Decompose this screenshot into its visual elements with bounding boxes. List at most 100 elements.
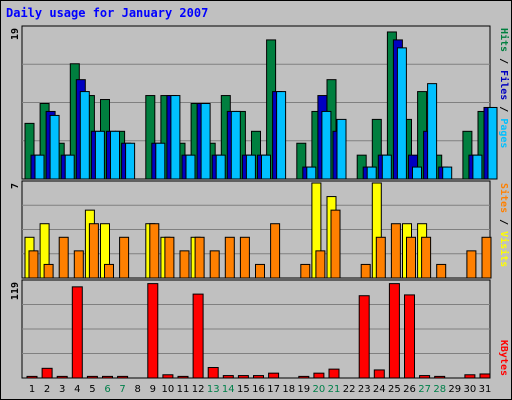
bar-kbytes-day-25 — [388, 283, 400, 379]
x-tick-label-day-25: 25 — [388, 384, 401, 395]
bar-pages-day-2 — [49, 114, 60, 180]
bar-kbytes-day-19 — [298, 375, 310, 379]
bar-pages-day-4 — [79, 91, 90, 180]
x-tick-label-day-13: 13 — [207, 384, 220, 395]
legend-label-sites: Sites — [498, 183, 510, 213]
bar-pages-day-26 — [412, 166, 422, 180]
bar-sites-day-19 — [300, 263, 311, 279]
bar-sites-day-15 — [239, 236, 250, 279]
x-tick-label-day-1: 1 — [29, 384, 35, 395]
bar-hits-day-9 — [145, 95, 156, 180]
bar-kbytes-day-4 — [71, 286, 83, 379]
bar-sites-day-31 — [481, 236, 492, 279]
legend-label-visits: Visits — [498, 231, 510, 267]
bar-pages-day-14 — [230, 110, 241, 180]
x-tick-label-day-14: 14 — [222, 384, 235, 395]
x-tick-label-day-18: 18 — [282, 384, 295, 395]
bar-pages-day-1 — [34, 154, 45, 180]
x-tick-label-day-19: 19 — [297, 384, 310, 395]
bar-kbytes-day-17 — [268, 372, 280, 379]
bar-sites-day-17 — [270, 223, 281, 279]
bar-hits-day-1 — [24, 122, 35, 180]
bar-pages-day-5 — [94, 130, 105, 180]
bar-pages-day-27 — [427, 83, 438, 180]
bar-kbytes-day-24 — [373, 369, 385, 379]
bar-pages-day-24 — [381, 154, 392, 180]
bar-kbytes-day-6 — [102, 375, 113, 379]
bar-pages-day-10 — [170, 95, 181, 180]
x-tick-label-day-27: 27 — [418, 384, 431, 395]
bar-kbytes-day-11 — [177, 375, 189, 379]
x-tick-label-day-12: 12 — [192, 384, 205, 395]
y-axis-max-label: 19 — [10, 28, 21, 40]
bar-sites-day-16 — [255, 263, 265, 279]
bar-kbytes-day-12 — [192, 293, 204, 379]
bar-kbytes-day-23 — [358, 295, 370, 379]
bar-sites-day-12 — [194, 236, 205, 279]
legend-2: Sites / Visits — [498, 183, 510, 267]
bar-kbytes-day-28 — [434, 375, 446, 379]
x-tick-label-day-29: 29 — [448, 384, 461, 395]
bar-sites-day-3 — [58, 236, 69, 279]
bar-sites-day-27 — [421, 236, 432, 279]
bar-pages-day-31 — [487, 106, 498, 180]
x-tick-label-day-10: 10 — [162, 384, 175, 395]
bar-pages-day-6 — [110, 130, 120, 180]
x-tick-label-day-11: 11 — [177, 384, 190, 395]
bar-sites-day-11 — [179, 250, 190, 279]
bar-pages-day-21 — [336, 118, 347, 180]
x-tick-label-day-30: 30 — [464, 384, 477, 395]
bar-kbytes-day-1 — [26, 375, 38, 379]
bar-sites-day-23 — [360, 263, 371, 279]
bar-sites-day-1 — [28, 250, 39, 279]
bar-kbytes-day-9 — [147, 283, 159, 379]
bar-kbytes-day-5 — [86, 375, 98, 379]
bar-sites-day-25 — [390, 223, 401, 279]
bar-pages-day-12 — [200, 103, 211, 180]
legend-3: KBytes — [498, 340, 509, 376]
x-tick-label-day-2: 2 — [44, 384, 50, 395]
x-tick-label-day-28: 28 — [433, 384, 446, 395]
x-tick-label-day-9: 9 — [150, 384, 156, 395]
bar-sites-day-14 — [224, 236, 235, 279]
x-tick-label-day-24: 24 — [373, 384, 386, 395]
legend-label-files: Files — [498, 70, 510, 100]
bar-kbytes-day-26 — [404, 294, 415, 379]
x-tick-label-day-3: 3 — [59, 384, 65, 395]
bar-pages-day-17 — [276, 91, 287, 180]
bar-kbytes-day-16 — [253, 375, 264, 379]
bar-kbytes-day-15 — [237, 375, 249, 379]
bar-hits-day-19 — [296, 142, 307, 180]
bar-kbytes-day-27 — [419, 375, 431, 379]
y-axis-max-label: 7 — [10, 183, 21, 189]
bar-sites-day-30 — [466, 250, 477, 279]
bar-pages-day-30 — [472, 154, 483, 180]
bar-kbytes-day-14 — [222, 375, 234, 379]
bar-sites-day-9 — [149, 223, 160, 279]
bar-pages-day-28 — [442, 166, 453, 180]
bar-pages-day-25 — [396, 47, 407, 180]
x-tick-label-day-26: 26 — [403, 384, 416, 395]
chart-title: Daily usage for January 2007 — [6, 6, 209, 20]
legend-label-pages: Pages — [498, 118, 509, 148]
bar-kbytes-day-2 — [41, 367, 53, 379]
bar-kbytes-day-7 — [117, 375, 129, 379]
legend-1: Hits / Files / Pages — [498, 28, 510, 148]
bar-kbytes-day-30 — [464, 374, 476, 379]
bar-sites-day-28 — [436, 263, 447, 279]
bar-sites-day-4 — [73, 250, 84, 279]
bar-sites-day-2 — [43, 263, 54, 279]
bar-kbytes-day-10 — [162, 374, 174, 379]
bar-kbytes-day-13 — [207, 367, 219, 379]
bar-pages-day-23 — [366, 166, 377, 180]
bar-sites-day-20 — [315, 250, 326, 279]
bar-sites-day-6 — [104, 263, 114, 279]
x-tick-label-day-6: 6 — [104, 384, 110, 395]
bar-pages-day-9 — [155, 142, 166, 180]
bar-pages-day-11 — [185, 154, 196, 180]
bar-pages-day-15 — [245, 154, 256, 180]
x-tick-label-day-31: 31 — [479, 384, 492, 395]
x-tick-label-day-22: 22 — [343, 384, 356, 395]
x-tick-label-day-20: 20 — [313, 384, 326, 395]
